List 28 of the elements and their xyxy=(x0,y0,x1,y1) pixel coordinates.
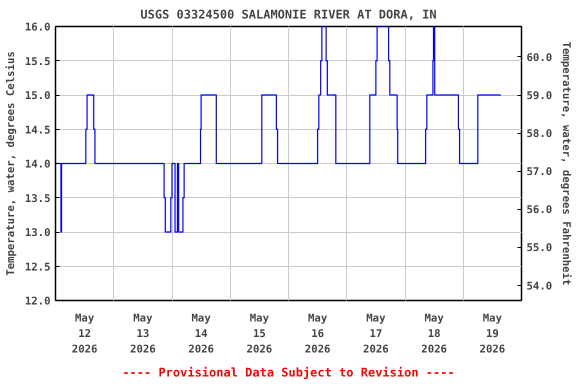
y-tick-label: 13.5 xyxy=(24,192,51,205)
y-tick-label: 16.0 xyxy=(24,20,51,34)
y-tick-label: 14.5 xyxy=(24,123,51,136)
text: ---- Provisional Data Subject to Revision ---- xyxy=(122,366,455,380)
x-tick-label: May 18 2026 xyxy=(421,312,447,356)
y2-tick-label: 57.0 xyxy=(526,165,552,178)
x-tick-label: May 14 2026 xyxy=(188,312,214,356)
x-tick-label: May 13 2026 xyxy=(130,312,156,356)
x-tick-label: May 12 2026 xyxy=(72,312,98,356)
y-tick-label: 15.0 xyxy=(24,89,51,102)
chart-title: USGS 03324500 SALAMONIE RIVER AT DORA, IN xyxy=(140,8,437,22)
y-tick-label: 15.5 xyxy=(24,54,51,68)
y2-tick-label: 58.0 xyxy=(526,127,552,140)
x-tick-label: May 15 2026 xyxy=(246,312,272,356)
y2-axis-title: Temperature, water, degrees Fahrenheit xyxy=(560,42,574,286)
y2-tick-label: 54.0 xyxy=(526,279,552,292)
y2-tick-label: 56.0 xyxy=(526,203,552,216)
x-tick-label: May 16 2026 xyxy=(304,312,330,356)
y-axis-title: Temperature, water, degrees Celsius xyxy=(4,51,17,276)
x-tick-label: May 17 2026 xyxy=(363,312,389,356)
y2-tick-label: 55.0 xyxy=(526,241,552,254)
y-tick-label: 13.0 xyxy=(24,226,51,239)
y2-tick-label: 60.0 xyxy=(526,50,552,64)
x-tick-label: May 19 2026 xyxy=(480,312,506,356)
y-tick-label: 12.5 xyxy=(24,260,51,274)
y2-tick-label: 59.0 xyxy=(526,89,552,102)
y-tick-label: 12.0 xyxy=(24,294,51,308)
y-tick-label: 14.0 xyxy=(24,158,51,170)
